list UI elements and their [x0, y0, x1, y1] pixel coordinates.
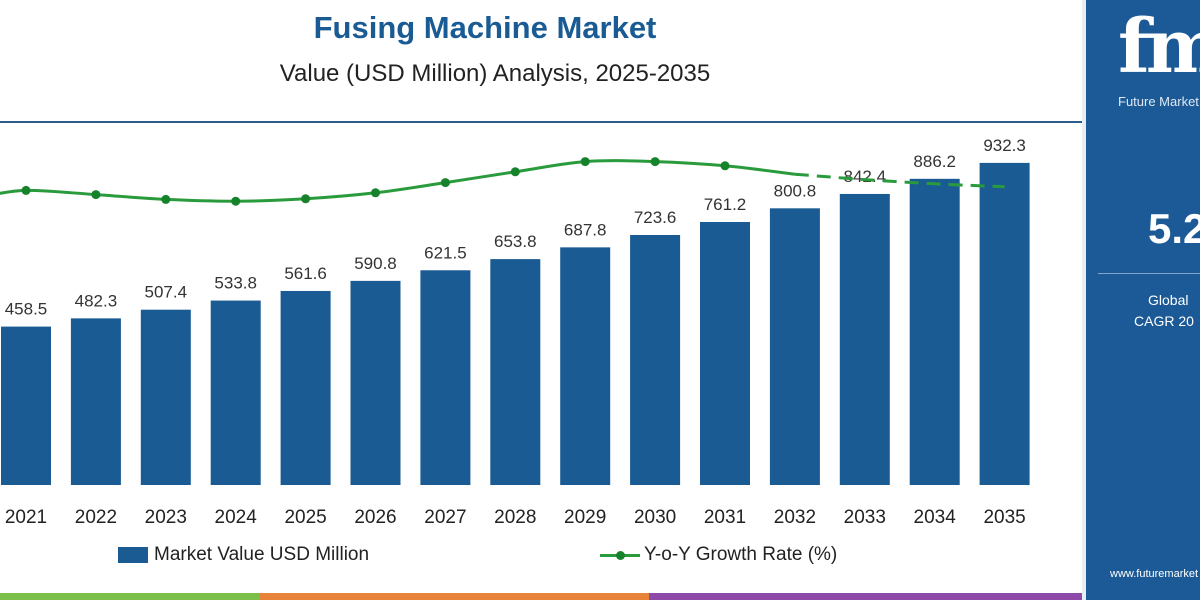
- growth-point: [510, 167, 520, 177]
- x-tick-label: 2021: [5, 507, 47, 528]
- x-tick-label: 2032: [774, 507, 816, 528]
- growth-point: [91, 190, 101, 200]
- x-tick-label: 2031: [704, 507, 746, 528]
- growth-point: [231, 196, 241, 206]
- growth-point: [440, 178, 450, 188]
- bar-2027: [420, 270, 471, 485]
- bar-2031: [700, 222, 750, 485]
- legend-label-market-value: Market Value USD Million: [154, 544, 370, 565]
- bar-value-label: 886.2: [913, 152, 956, 171]
- bar-2025: [280, 290, 331, 485]
- growth-point: [21, 185, 31, 195]
- growth-point: [301, 194, 311, 204]
- bar-2030: [630, 234, 681, 485]
- x-tick-label: 2022: [75, 507, 117, 528]
- legend-item-growth-rate: Y-o-Y Growth Rate (%): [600, 544, 837, 566]
- x-tick-label: 2034: [914, 507, 957, 528]
- x-tick-label: 2027: [424, 507, 466, 528]
- bar-value-label: 621.5: [424, 243, 467, 262]
- bar-2033: [839, 193, 890, 485]
- legend-label-growth-rate: Y-o-Y Growth Rate (%): [644, 544, 838, 565]
- x-tick-label: 2028: [494, 507, 536, 528]
- legend-line-swatch: [600, 547, 640, 563]
- x-tick-label: 2033: [844, 507, 886, 528]
- legend-item-market-value: Market Value USD Million: [118, 544, 369, 566]
- side-panel-border: [1082, 0, 1086, 600]
- x-tick-label: 2026: [354, 507, 396, 528]
- bar-2022: [70, 318, 121, 485]
- growth-point: [650, 157, 660, 167]
- bar-value-label: 761.2: [704, 195, 747, 214]
- growth-point: [720, 161, 730, 171]
- bar-value-label: 723.6: [634, 208, 677, 227]
- bar-2021: [1, 326, 51, 485]
- chart-panel: Fusing Machine Market Value (USD Million…: [0, 10, 1082, 600]
- x-tick-label: 2024: [215, 507, 258, 528]
- legend-bar-swatch: [118, 547, 148, 563]
- header-divider: [0, 121, 1082, 123]
- chart-title: Fusing Machine Market: [313, 10, 657, 45]
- brand-logo: fmi: [1118, 4, 1200, 90]
- bar-2028: [490, 259, 541, 485]
- growth-point: [161, 194, 171, 204]
- x-tick-label: 2035: [983, 507, 1025, 528]
- side-divider: [1098, 273, 1200, 274]
- bar-value-label: 561.6: [284, 264, 327, 283]
- cagr-label-global: Global: [1148, 292, 1189, 308]
- brand-name: Future Market: [1118, 94, 1199, 109]
- bar-value-label: 458.5: [5, 300, 48, 319]
- chart-subtitle: Value (USD Million) Analysis, 2025-2035: [279, 60, 711, 87]
- chart-plot: 458.5 2021 482.3 2022 507.4 2023 533.8 2024 561.…: [0, 136, 1030, 528]
- bar-value-label: 590.8: [354, 254, 397, 273]
- x-tick-label: 2030: [634, 507, 676, 528]
- bar-2029: [560, 247, 611, 485]
- bar-value-label: 842.4: [844, 167, 887, 186]
- website-url: www.futuremarket: [1110, 568, 1199, 580]
- growth-line-solid: [0, 159, 796, 203]
- growth-line-forecast: [794, 172, 1005, 189]
- x-tick-label: 2023: [145, 507, 187, 528]
- chart-legend: Market Value USD Million Y-o-Y Growth Ra…: [0, 536, 1082, 576]
- bar-value-label: 687.8: [564, 220, 607, 239]
- bar-value-label: 533.8: [214, 274, 257, 293]
- growth-point: [580, 157, 590, 167]
- bar-value-label: 800.8: [774, 181, 817, 200]
- cagr-value: 5.2: [1148, 205, 1200, 252]
- x-tick-label: 2029: [564, 507, 606, 528]
- side-panel: fmi Future Market 5.2 Global CAGR 20 www…: [1086, 0, 1200, 600]
- bar-2026: [350, 280, 401, 485]
- cagr-label-period: CAGR 20: [1134, 313, 1194, 329]
- bar-2032: [769, 208, 820, 485]
- bar-value-label: 482.3: [75, 291, 118, 310]
- bar-2035: [979, 162, 1030, 485]
- bar-value-label: 653.8: [494, 232, 537, 251]
- bar-value-label: 932.3: [983, 136, 1026, 155]
- bar-2034: [909, 178, 960, 485]
- bar-2024: [210, 300, 261, 485]
- bar-2023: [140, 309, 191, 485]
- bar-value-label: 507.4: [145, 283, 188, 302]
- footer-color-stripe: [0, 593, 1082, 600]
- x-tick-label: 2025: [284, 507, 326, 528]
- growth-point: [371, 188, 380, 198]
